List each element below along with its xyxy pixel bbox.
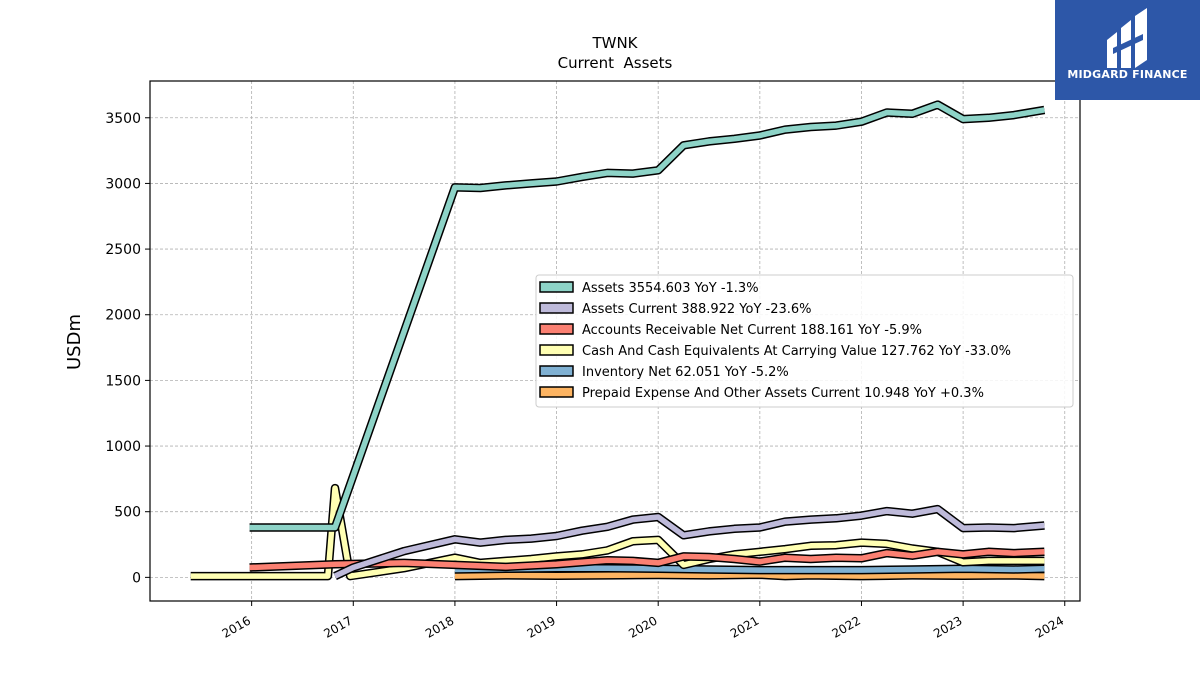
legend-label: Assets 3554.603 YoY -1.3% (582, 281, 759, 296)
legend-item: Inventory Net 62.051 YoY -5.2% (539, 365, 789, 380)
midgard-finance-logo: MIDGARD FINANCE (1055, 0, 1200, 100)
series-line-fill (333, 506, 1045, 579)
y-tick-label: 500 (114, 505, 141, 521)
plot-frame (149, 80, 1081, 602)
legend-swatch (539, 344, 574, 356)
series-lines (190, 100, 1046, 581)
legend-label: Inventory Net 62.051 YoY -5.2% (582, 365, 789, 380)
series-line (333, 504, 1045, 580)
y-tick-label: 3000 (105, 176, 141, 192)
x-tick-label: 2021 (728, 613, 761, 640)
x-tick-label: 2024 (1033, 613, 1066, 640)
legend-item: Prepaid Expense And Other Assets Current… (539, 386, 984, 401)
legend-swatch (539, 302, 574, 314)
y-tick-label: 0 (132, 570, 141, 586)
series-line-fill (249, 549, 1045, 571)
legend-swatch (539, 281, 574, 293)
x-tick-label: 2017 (321, 613, 354, 640)
x-tick-label: 2020 (626, 613, 659, 640)
series-line-fill (454, 571, 1045, 579)
legend-item: Assets Current 388.922 YoY -23.6% (539, 302, 812, 317)
legend-swatch (539, 365, 574, 377)
x-tick-label: 2018 (423, 613, 456, 640)
x-tick-label: 2022 (830, 613, 863, 640)
x-tick-label: 2019 (525, 613, 558, 640)
x-tick-label: 2023 (931, 613, 964, 640)
series-line-fill (249, 101, 1045, 531)
logo-mark-icon (1107, 8, 1147, 68)
legend-item: Assets 3554.603 YoY -1.3% (539, 281, 759, 296)
chart-subtitle: Current Assets (558, 54, 673, 72)
y-axis-label: USDm (64, 314, 85, 370)
y-tick-label: 1500 (105, 373, 141, 389)
legend-label: Accounts Receivable Net Current 188.161 … (582, 323, 922, 338)
x-tick-label: 2016 (220, 613, 253, 640)
legend-label: Assets Current 388.922 YoY -23.6% (582, 302, 812, 317)
chart-title: TWNK (591, 34, 638, 52)
y-tick-label: 2500 (105, 242, 141, 258)
legend-label: Cash And Cash Equivalents At Carrying Va… (582, 344, 1011, 359)
legend-label: Prepaid Expense And Other Assets Current… (582, 386, 984, 401)
legend: Assets 3554.603 YoY -1.3% Assets Current … (535, 274, 1074, 408)
y-tick-label: 1000 (105, 439, 141, 455)
series-line (454, 570, 1045, 581)
legend-swatch (539, 323, 574, 335)
y-tick-label: 3500 (105, 111, 141, 127)
legend-item: Accounts Receivable Net Current 188.161 … (539, 323, 922, 338)
y-axis-ticks: 0 500 1000 1500 2000 2500 3000 3500 (105, 111, 150, 586)
series-line (249, 547, 1045, 572)
legend-swatch (539, 386, 574, 398)
series-line (249, 100, 1046, 532)
legend-item: Cash And Cash Equivalents At Carrying Va… (539, 344, 1011, 359)
legend-box (535, 274, 1074, 408)
logo-text: MIDGARD FINANCE (1067, 68, 1188, 81)
y-tick-label: 2000 (105, 308, 141, 324)
x-axis-ticks: 2016 2017 2018 2019 2020 2021 2022 2023 2024 (220, 601, 1066, 641)
